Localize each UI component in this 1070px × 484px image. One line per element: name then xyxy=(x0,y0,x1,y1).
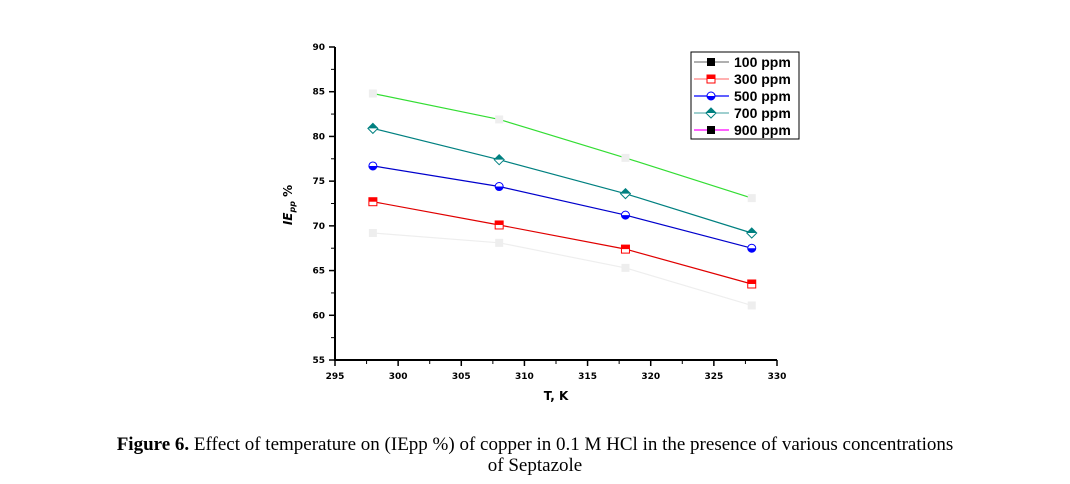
legend-label: 100 ppm xyxy=(734,54,791,70)
x-tick-label: 300 xyxy=(389,372,408,382)
marker-square xyxy=(621,153,630,162)
marker-circle-fill xyxy=(495,186,504,191)
y-tick-label: 60 xyxy=(312,311,325,321)
marker-square xyxy=(368,89,377,98)
series-line-500-ppm xyxy=(372,165,752,249)
data-point-900-ppm xyxy=(621,153,630,162)
chart: 295 300 305 310 315 320 325 330 55 60 65 70 75 80 85 90… xyxy=(281,43,800,403)
marker-square-fill xyxy=(707,75,715,79)
marker-square-fill xyxy=(621,245,630,250)
data-point-700-ppm xyxy=(746,227,758,239)
x-tick-label: 315 xyxy=(578,372,597,382)
marker-square xyxy=(495,238,504,247)
series-lines xyxy=(372,92,752,306)
data-point-700-ppm xyxy=(619,187,632,200)
legend-item-100-ppm: 100 ppm xyxy=(694,54,791,70)
series-line-700-ppm xyxy=(372,127,752,234)
caption-line-2: of Septazole xyxy=(487,455,583,476)
x-tick-label: 310 xyxy=(515,372,534,382)
legend-item-700-ppm: 700 ppm xyxy=(694,105,791,121)
data-point-500-ppm xyxy=(494,182,504,192)
caption-text: Effect of temperature on (IEpp %) of cop… xyxy=(189,434,954,455)
y-tick-label: 85 xyxy=(312,88,325,98)
series-line-300-ppm xyxy=(372,201,752,285)
legend-marker xyxy=(707,58,715,66)
x-tick-label: 305 xyxy=(452,372,471,382)
y-tick-label: 80 xyxy=(312,132,325,142)
y-axis-label: IEpp % xyxy=(281,185,297,225)
axes: 295 300 305 310 315 320 325 330 55 60 65 70 75 80 85 90 xyxy=(312,43,786,382)
legend-item-300-ppm: 300 ppm xyxy=(694,71,791,87)
marker-diamond-fill xyxy=(620,188,631,194)
x-tick-label: 295 xyxy=(326,372,345,382)
data-point-900-ppm xyxy=(747,194,756,203)
data-point-500-ppm xyxy=(368,161,378,171)
legend-label: 900 ppm xyxy=(734,122,791,138)
marker-square xyxy=(621,263,630,272)
data-point-700-ppm xyxy=(367,122,379,135)
marker-square-fill xyxy=(368,197,377,202)
marker-circle-fill xyxy=(368,165,377,170)
y-tick-label: 55 xyxy=(312,356,325,366)
marker-square xyxy=(747,194,756,203)
data-point-100-ppm xyxy=(747,301,756,310)
y-tick-label: 75 xyxy=(312,177,325,187)
data-point-300-ppm xyxy=(368,197,378,207)
marker-diamond-fill xyxy=(367,123,378,129)
x-tick-label: 330 xyxy=(768,372,787,382)
marker-square xyxy=(707,58,715,66)
y-axis-label-main: IE xyxy=(281,212,295,225)
marker-square-fill xyxy=(747,279,756,284)
series-line-900-ppm xyxy=(372,92,752,199)
marker-circle-fill xyxy=(621,215,630,220)
data-point-900-ppm xyxy=(368,89,377,98)
data-point-100-ppm xyxy=(621,263,630,272)
marker-circle-fill xyxy=(747,248,756,253)
y-axis-label-sub: pp xyxy=(288,201,297,214)
series-line-100-ppm xyxy=(372,232,752,306)
legend-item-500-ppm: 500 ppm xyxy=(694,88,791,104)
x-tick-label: 320 xyxy=(641,372,660,382)
legend-label: 700 ppm xyxy=(734,105,791,121)
y-tick-label: 90 xyxy=(312,43,325,53)
data-point-100-ppm xyxy=(368,229,377,238)
marker-square xyxy=(747,301,756,310)
data-point-500-ppm xyxy=(620,210,630,220)
data-point-500-ppm xyxy=(747,243,757,253)
x-tick-label: 325 xyxy=(704,372,723,382)
caption-line-1: Figure 6. Effect of temperature on (IEpp… xyxy=(0,434,1070,455)
figure-caption: Figure 6. Effect of temperature on (IEpp… xyxy=(0,434,1070,476)
y-tick-label: 70 xyxy=(312,222,325,232)
data-point-700-ppm xyxy=(493,153,505,166)
legend-label: 300 ppm xyxy=(734,71,791,87)
marker-diamond-fill xyxy=(494,154,505,160)
data-point-100-ppm xyxy=(495,238,504,247)
data-point-300-ppm xyxy=(620,244,630,254)
legend-marker xyxy=(706,91,716,101)
caption-label: Figure 6. xyxy=(116,434,190,455)
data-point-900-ppm xyxy=(495,115,504,124)
x-axis-title: T, K xyxy=(544,389,569,403)
legend-label: 500 ppm xyxy=(734,88,791,104)
y-tick-label: 65 xyxy=(312,267,325,277)
marker-square xyxy=(495,115,504,124)
legend-item-900-ppm: 900 ppm xyxy=(694,122,791,138)
marker-circle-fill xyxy=(707,96,715,100)
legend-marker xyxy=(707,126,715,134)
y-axis-label-suffix: % xyxy=(281,185,295,201)
x-axis-label: T, K xyxy=(544,389,569,403)
y-axis-title: IEpp % xyxy=(281,185,297,225)
marker-square-fill xyxy=(495,220,504,225)
marker-diamond-fill xyxy=(706,108,716,113)
data-point-300-ppm xyxy=(747,279,757,289)
data-point-300-ppm xyxy=(494,220,504,230)
legend-marker xyxy=(706,74,716,84)
legend-marker xyxy=(705,107,717,119)
marker-diamond-fill xyxy=(746,228,757,234)
marker-square xyxy=(707,126,715,134)
series-markers xyxy=(367,89,758,310)
marker-square xyxy=(368,229,377,238)
